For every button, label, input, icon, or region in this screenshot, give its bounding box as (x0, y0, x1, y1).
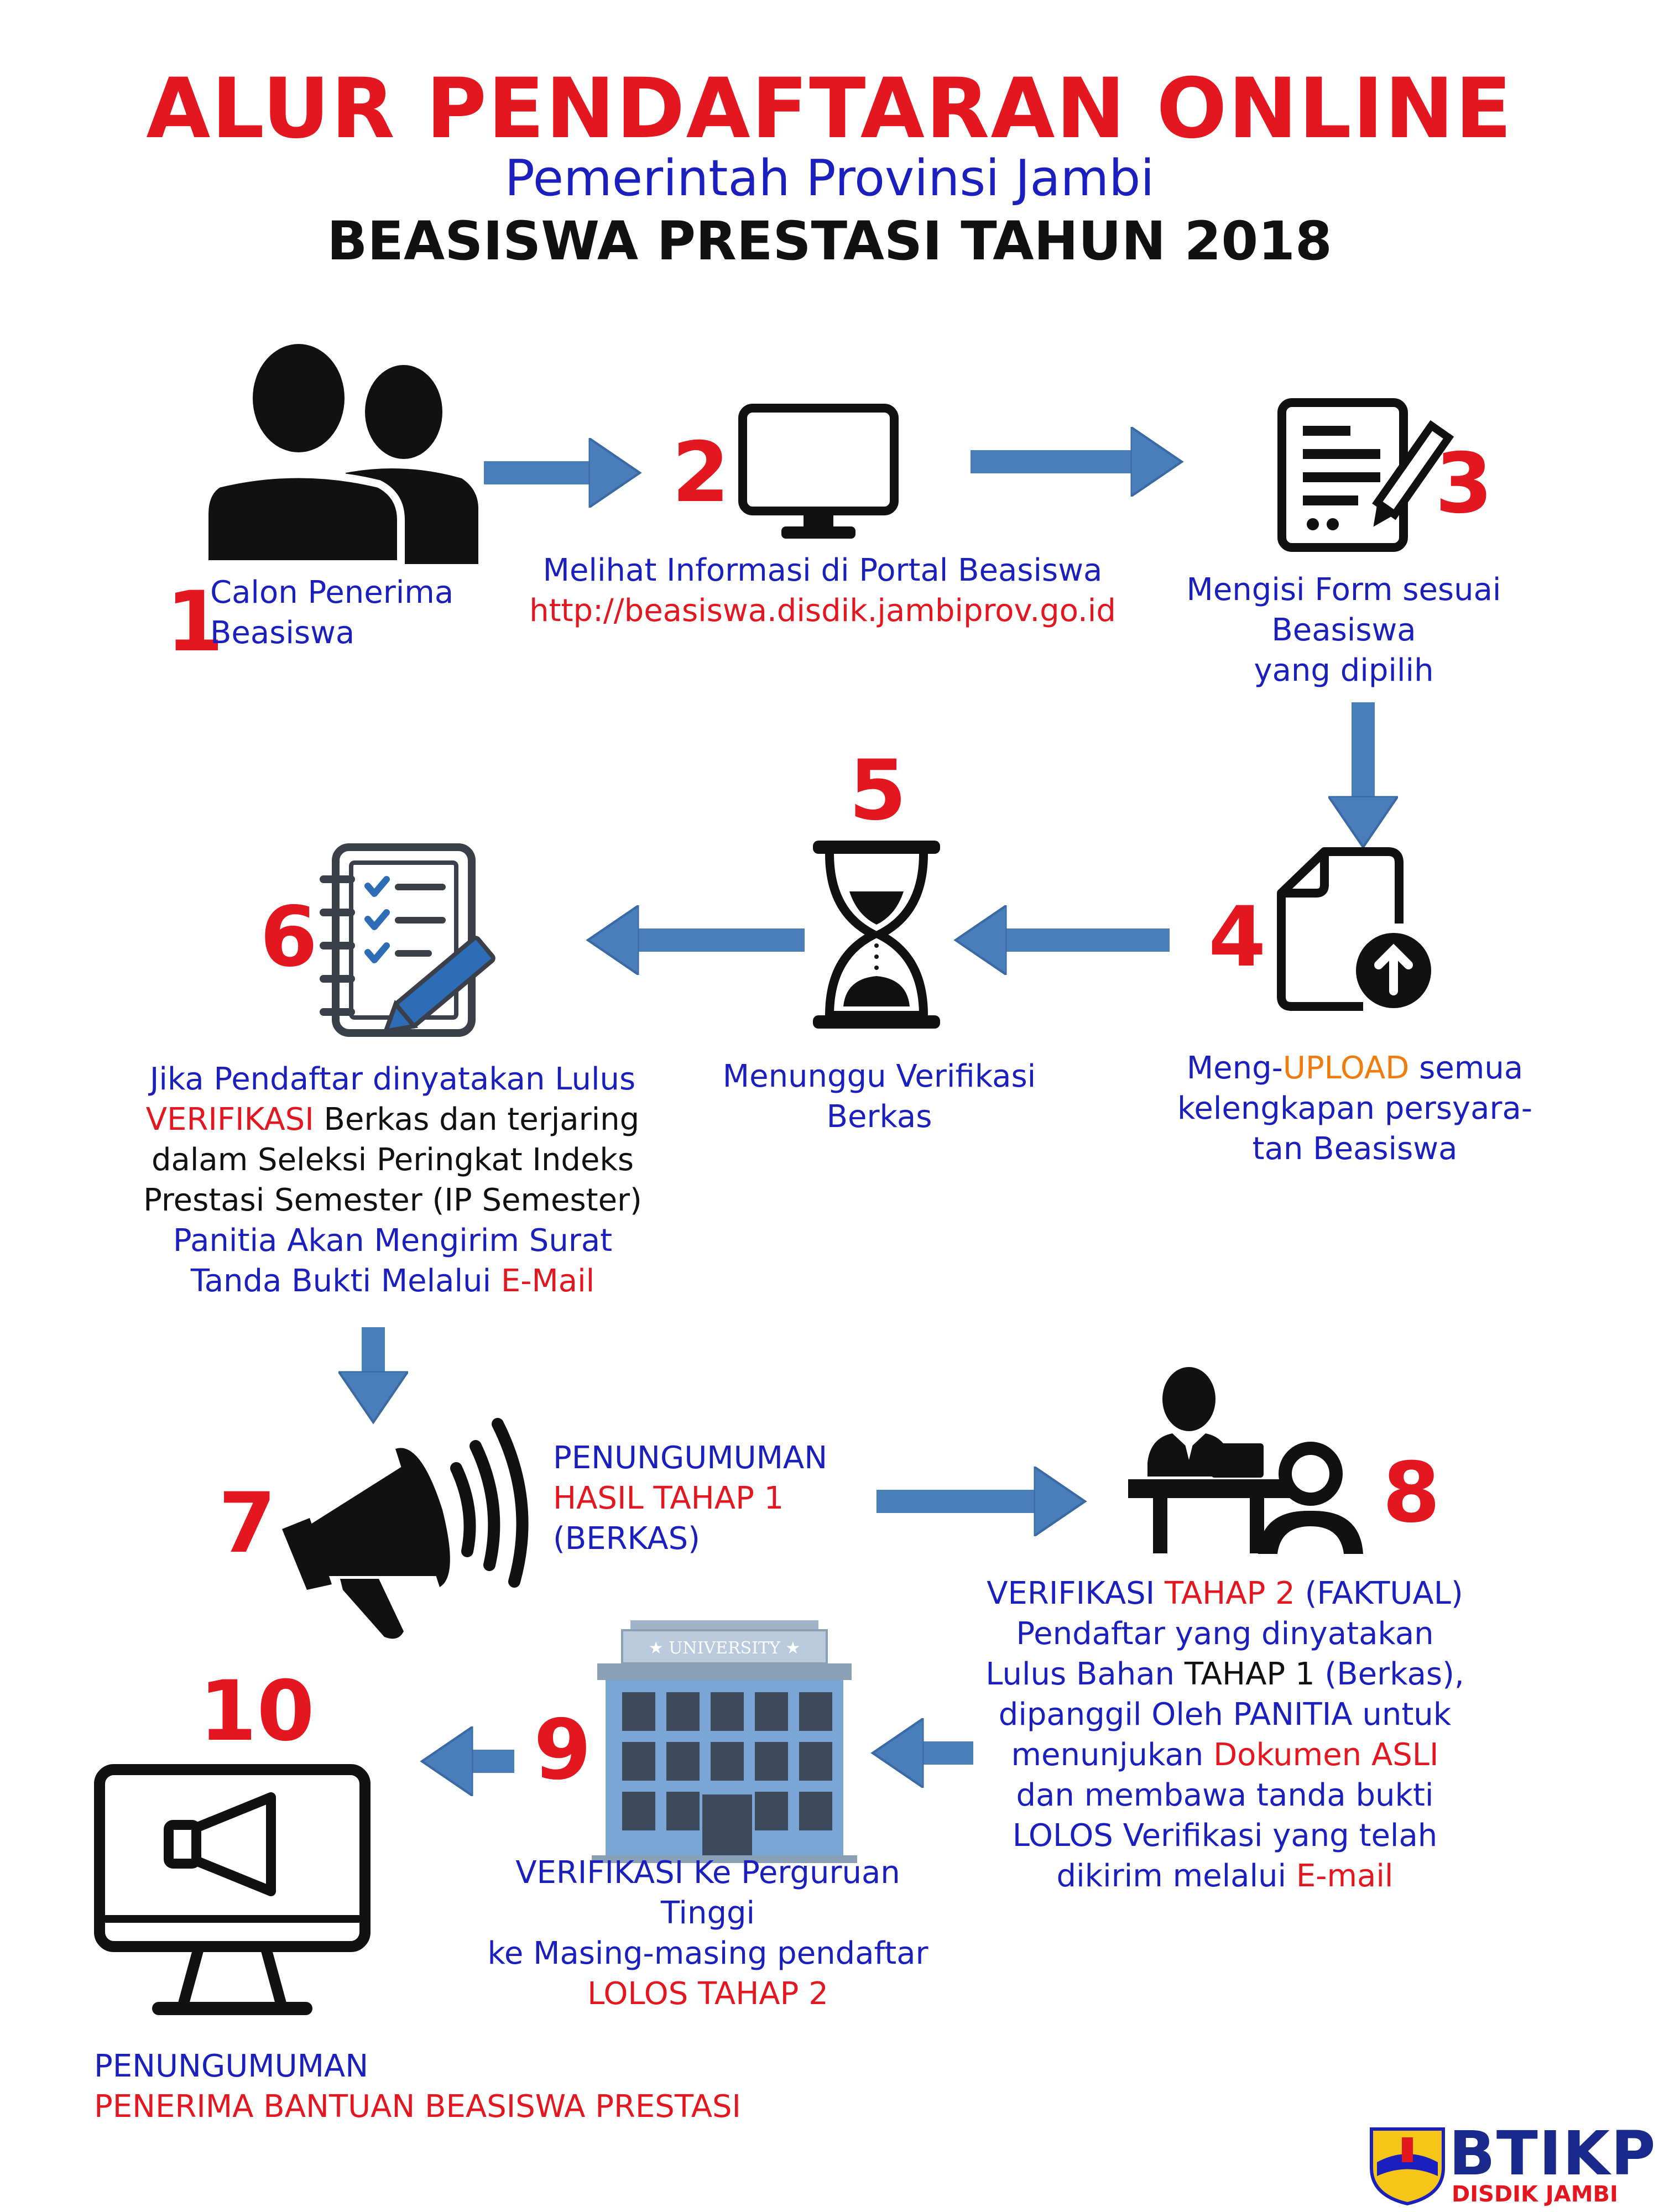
step-7-number: 7 (218, 1475, 276, 1572)
step-5-number: 5 (849, 743, 907, 839)
step-5-text: Menunggu Verifikasi Berkas (722, 1058, 1036, 1135)
disdik-jambi-tagline: DISDIK JAMBI (1452, 2182, 1618, 2207)
monitor-announcement-icon (94, 1764, 371, 2015)
university-icon: ★ UNIVERSITY ★ (592, 1620, 857, 1863)
step-3-text: Mengisi Form sesuai Beasiswa yang dipilih (1186, 572, 1501, 688)
step-8-number: 8 (1383, 1445, 1441, 1541)
university-label: ★ UNIVERSITY ★ (649, 1639, 801, 1658)
megaphone-icon (282, 1418, 529, 1639)
step-10-number: 10 (199, 1663, 315, 1760)
program-title: BEASISWA PRESTASI TAHUN 2018 (327, 210, 1332, 272)
step-9-number: 9 (534, 1702, 592, 1798)
step-2-number: 2 (672, 425, 730, 521)
step-4-text: Meng-UPLOAD semua kelengkapan persyara-t… (1177, 1050, 1533, 1167)
step-6-number: 6 (260, 889, 318, 985)
step-8-text: VERIFIKASI TAHAP 2 (FAKTUAL) Pendaftar y… (985, 1575, 1464, 1894)
step-1-number: 1 (166, 574, 224, 670)
monitor-icon (738, 404, 899, 539)
step-7-text: PENUNGUMUMAN HASIL TAHAP 1 (BERKAS) (553, 1440, 828, 1557)
portal-url-link[interactable]: http://beasiswa.disdik.jambiprov.go.id (529, 593, 1116, 629)
step-3-number: 3 (1435, 436, 1493, 532)
step-2-text: Melihat Informasi di Portal Beasiswa htt… (498, 550, 1147, 631)
hourglass-icon (813, 841, 940, 1029)
step-10-text: PENUNGUMUMAN PENERIMA BANTUAN BEASISWA P… (94, 2048, 742, 2125)
step-4-number: 4 (1208, 889, 1266, 985)
form-pen-icon (1277, 398, 1454, 552)
file-upload-icon (1277, 847, 1431, 1011)
page-subtitle: Pemerintah Provinsi Jambi (504, 149, 1155, 207)
page-title: ALUR PENDAFTARAN ONLINE (146, 61, 1513, 157)
btikp-logo-text: BTIKP (1449, 2118, 1657, 2189)
jambi-crest-logo (1370, 2127, 1445, 2206)
checklist-icon (320, 843, 495, 1037)
step-1-text: Calon Penerima Beasiswa (210, 575, 454, 651)
step-6-text: Jika Pendaftar dinyatakan Lulus VERIFIKA… (143, 1061, 642, 1299)
step-9-text: VERIFIKASI Ke Perguruan Tinggi ke Masing… (487, 1855, 928, 2012)
people-icon (201, 336, 478, 568)
interview-desk-icon (1128, 1367, 1363, 1554)
